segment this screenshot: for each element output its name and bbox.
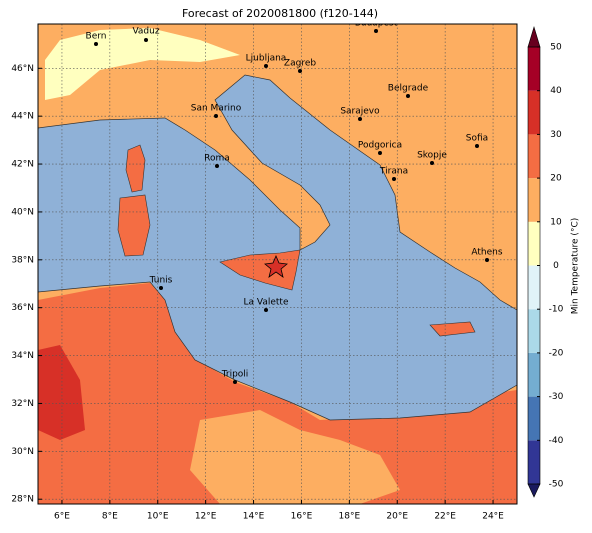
y-tick-label: 42°N bbox=[11, 160, 34, 170]
colorbar-band bbox=[528, 47, 540, 91]
city-dot bbox=[392, 177, 396, 181]
colorbar-tick-label: -40 bbox=[549, 436, 564, 446]
cool-alps bbox=[45, 28, 240, 100]
city-dot bbox=[264, 308, 268, 312]
title: Forecast of 2020081800 (f120-144) bbox=[182, 7, 378, 20]
city-label: Tunis bbox=[149, 276, 173, 286]
sardinia bbox=[117, 194, 151, 257]
x-tick-label: 12°E bbox=[195, 512, 217, 522]
colorbar-tick-label: 40 bbox=[550, 86, 562, 96]
city-label: Belgrade bbox=[388, 84, 429, 94]
colorbar-band bbox=[528, 352, 540, 397]
y-tick-label: 40°N bbox=[11, 207, 34, 217]
city-label: Skopje bbox=[417, 151, 447, 161]
city-label: Zagreb bbox=[284, 59, 316, 69]
hot-area bbox=[38, 345, 85, 440]
crete bbox=[429, 321, 476, 337]
city-label: Roma bbox=[204, 154, 230, 164]
city-label: San Marino bbox=[191, 104, 242, 114]
city-dot bbox=[94, 42, 98, 46]
city-label: Bern bbox=[86, 32, 107, 42]
x-tick-label: 10°E bbox=[147, 512, 169, 522]
y-tick-label: 38°N bbox=[11, 255, 34, 265]
colorbar-over bbox=[527, 25, 541, 48]
y-tick-label: 44°N bbox=[11, 112, 34, 122]
colorbar-under bbox=[527, 483, 541, 498]
city-dot bbox=[264, 64, 268, 68]
x-tick-label: 24°E bbox=[482, 512, 504, 522]
colorbar-label: Min Temperature (°C) bbox=[571, 218, 581, 315]
mild-area bbox=[190, 410, 400, 504]
city-dot bbox=[215, 164, 219, 168]
colorbar-tick-label: 10 bbox=[550, 217, 562, 227]
city-dot bbox=[358, 117, 362, 121]
colorbar-tick-label: 0 bbox=[553, 261, 559, 271]
colorbar-tick-label: 20 bbox=[550, 174, 562, 184]
city-dot bbox=[378, 151, 382, 155]
city-dot bbox=[214, 114, 218, 118]
colorbar-band bbox=[528, 396, 540, 441]
city-label: Tirana bbox=[379, 167, 408, 177]
colorbar-band bbox=[528, 90, 540, 135]
city-dot bbox=[475, 144, 479, 148]
city-dot bbox=[430, 161, 434, 165]
y-tick-label: 36°N bbox=[11, 303, 34, 313]
map: Bern Vaduz Budapest Ljubljana Zagreb Bel… bbox=[38, 19, 517, 504]
city-dot bbox=[233, 380, 237, 384]
city-label: Sofia bbox=[466, 134, 488, 144]
city-dot bbox=[406, 94, 410, 98]
colorbar-band bbox=[528, 265, 540, 310]
colorbar-tick-label: -30 bbox=[549, 392, 564, 402]
city-label: Vaduz bbox=[132, 27, 159, 37]
colorbar-tick-label: -50 bbox=[549, 480, 564, 490]
city-label: Budapest bbox=[355, 19, 398, 29]
star-marker bbox=[264, 254, 288, 278]
x-tick-label: 20°E bbox=[386, 512, 408, 522]
colorbar-tick-label: 50 bbox=[550, 43, 562, 53]
city-label: Tripoli bbox=[221, 370, 249, 380]
colorbar-tick-label: 30 bbox=[550, 130, 562, 140]
corsica bbox=[125, 144, 146, 193]
city-label: Podgorica bbox=[358, 141, 402, 151]
city-dot bbox=[374, 29, 378, 33]
cities: Bern Vaduz Budapest Ljubljana Zagreb Bel… bbox=[86, 19, 503, 384]
city-label: La Valette bbox=[244, 298, 289, 308]
colorbar-band bbox=[528, 221, 540, 266]
city-label: Ljubljana bbox=[246, 54, 287, 64]
city-dot bbox=[485, 258, 489, 262]
city-label: Athens bbox=[471, 248, 502, 258]
colorbar-tick-label: -10 bbox=[549, 305, 564, 315]
colorbar-tick-label: -20 bbox=[549, 348, 564, 358]
y-tick-label: 32°N bbox=[11, 399, 34, 409]
x-tick-label: 18°E bbox=[339, 512, 361, 522]
y-tick-label: 46°N bbox=[11, 64, 34, 74]
axes: 6°E 8°E 10°E 12°E 14°E 16°E 18°E 20°E 22°E 24°E 28… bbox=[11, 64, 504, 522]
graticule bbox=[38, 24, 517, 504]
city-label: Sarajevo bbox=[340, 107, 380, 117]
city-dot bbox=[144, 38, 148, 42]
colorbar-band bbox=[528, 178, 540, 222]
colorbar-band bbox=[528, 134, 540, 179]
city-dot bbox=[298, 69, 302, 73]
city-dot bbox=[159, 286, 163, 290]
y-tick-label: 28°N bbox=[11, 495, 34, 505]
map-frame bbox=[37, 23, 518, 505]
x-tick-label: 22°E bbox=[434, 512, 456, 522]
x-tick-label: 14°E bbox=[243, 512, 265, 522]
x-tick-label: 8°E bbox=[102, 512, 118, 522]
y-tick-label: 30°N bbox=[11, 447, 34, 457]
x-tick-label: 6°E bbox=[54, 512, 70, 522]
y-tick-label: 34°N bbox=[11, 351, 34, 361]
x-tick-label: 16°E bbox=[291, 512, 313, 522]
colorbar: -50 -40 -30 -20 -10 0 10 20 30 40 50 bbox=[527, 25, 564, 498]
colorbar-band bbox=[528, 440, 540, 484]
colorbar-band bbox=[528, 309, 540, 353]
